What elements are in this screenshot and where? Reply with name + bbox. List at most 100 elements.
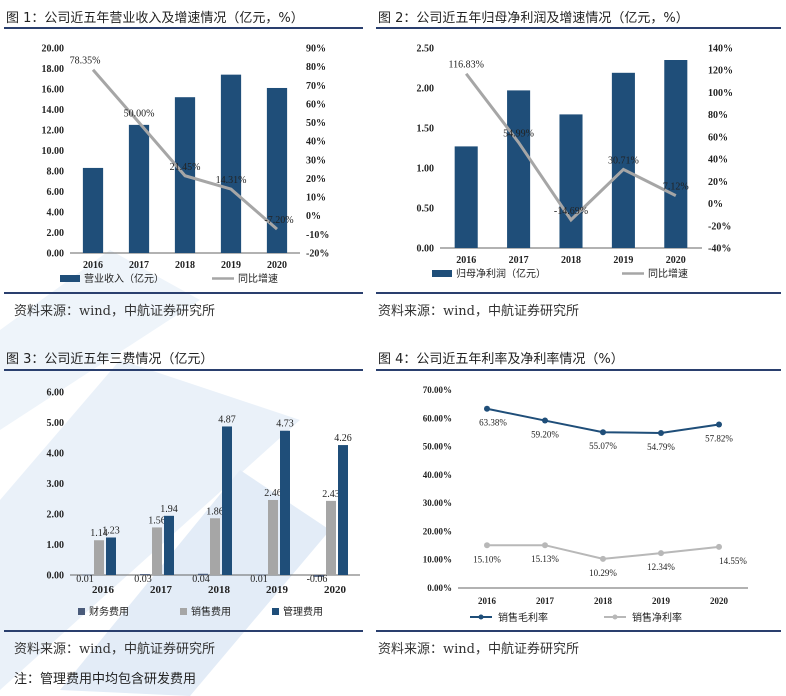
- y-left-tick-label: 14.00: [42, 105, 65, 116]
- margin-data-label: 14.55%: [719, 556, 747, 566]
- x-tick-label: 2016: [92, 584, 115, 596]
- chart-4-bottom-rule: [376, 630, 781, 632]
- margin-data-label: 59.20%: [531, 430, 559, 440]
- legend-label-bar: 归母净利润（亿元）: [456, 267, 546, 280]
- chart-1-revenue: 0.00 2.00 4.00 6.00 8.00 10.00 12.00 14.00 16.00…: [42, 44, 330, 286]
- y-tick-label: 4.00: [47, 449, 65, 460]
- legend-label-line: 同比增速: [648, 267, 688, 280]
- chart-2-bottom-rule: [376, 292, 781, 294]
- y-right-tick-label: -40%: [708, 244, 731, 255]
- y-right-tick-label: 0%: [306, 211, 321, 222]
- legend-swatch-marker: [478, 614, 484, 620]
- x-tick-label: 2018: [208, 584, 231, 596]
- expense-data-label: 0.01: [250, 574, 268, 585]
- expense-data-label: 4.26: [334, 433, 352, 444]
- expense-data-label: 1.14: [90, 528, 108, 539]
- y-left-tick-label: 8.00: [47, 167, 65, 178]
- x-tick-label: 2020: [666, 255, 686, 266]
- bar: [266, 87, 288, 253]
- x-tick-label: 2020: [324, 584, 347, 596]
- bar: [454, 146, 478, 248]
- growth-line: [91, 68, 278, 231]
- margin-point: [484, 542, 490, 549]
- y-right-tick-label: 60%: [708, 132, 728, 143]
- margin-data-label: 55.07%: [589, 441, 617, 451]
- line-data-label: -14.69%: [554, 206, 588, 217]
- y-left-tick-label: 1.50: [417, 124, 435, 135]
- y-left-tick-label: 0.00: [47, 249, 65, 260]
- chart-1-bottom-rule: [4, 292, 363, 294]
- y-right-tick-label: 120%: [708, 66, 733, 77]
- margin-point: [542, 417, 548, 424]
- chart-1-title: 图 1：公司近五年营业收入及增速情况（亿元，%）: [6, 11, 304, 26]
- bar: [611, 72, 635, 248]
- x-tick-label: 2020: [710, 596, 729, 606]
- y-tick-label: 30.00%: [423, 498, 452, 508]
- margin-data-label: 63.38%: [479, 418, 507, 428]
- line-data-label: 21.45%: [170, 162, 201, 173]
- y-tick-label: 6.00: [47, 388, 65, 399]
- y-tick-label: 1.00: [47, 540, 65, 551]
- x-tick-label: 2017: [509, 255, 529, 266]
- line-data-label: 78.35%: [70, 56, 101, 67]
- y-left-tick-label: 18.00: [42, 64, 65, 75]
- y-left-tick-label: 12.00: [42, 126, 65, 137]
- margin-data-label: 10.29%: [589, 568, 617, 578]
- y-left-tick-label: 4.00: [47, 208, 65, 219]
- x-tick-label: 2016: [83, 260, 103, 271]
- expense-data-label: 4.73: [276, 419, 294, 430]
- y-left-tick-label: 10.00: [42, 146, 65, 157]
- legend-label: 销售毛利率: [498, 611, 548, 624]
- expense-bar: [338, 445, 348, 575]
- line-data-label: 14.31%: [216, 175, 247, 186]
- margin-data-label: 12.34%: [647, 562, 675, 572]
- line-data-label: 50.00%: [124, 109, 155, 120]
- bar: [220, 74, 242, 254]
- bar: [82, 167, 104, 253]
- expense-data-label: 1.94: [160, 504, 178, 515]
- expense-data-label: 2.43: [322, 489, 340, 500]
- line-data-label: -7.20%: [264, 215, 293, 226]
- x-tick-label: 2017: [536, 596, 555, 606]
- x-tick-label: 2019: [266, 584, 289, 596]
- expense-data-label: -0.06: [307, 574, 328, 585]
- margin-point: [484, 405, 490, 412]
- legend-swatch: [78, 608, 85, 615]
- chart-4-title: 图 4：公司近五年利率及净利率情况（%）: [378, 352, 624, 367]
- chart-4-source: 资料来源：wind，中航证券研究所: [378, 642, 579, 657]
- expense-data-label: 2.46: [264, 488, 282, 499]
- expense-data-label: 0.04: [192, 574, 210, 585]
- margin-point: [658, 550, 664, 557]
- growth-line: [465, 72, 677, 223]
- y-tick-label: 3.00: [47, 479, 65, 490]
- expense-bar: [152, 527, 162, 575]
- legend-label-bar: 营业收入（亿元）: [84, 272, 164, 285]
- y-left-tick-label: 2.00: [47, 228, 65, 239]
- x-tick-label: 2018: [594, 596, 613, 606]
- y-right-tick-label: -20%: [306, 249, 329, 260]
- legend-swatch-bar: [60, 275, 80, 282]
- legend-label: 管理费用: [283, 605, 323, 618]
- margin-data-label: 57.82%: [705, 433, 733, 443]
- y-right-tick-label: 100%: [708, 88, 733, 99]
- chart-2-title: 图 2：公司近五年归母净利润及增速情况（亿元，%）: [378, 11, 689, 26]
- y-tick-label: 50.00%: [423, 442, 452, 452]
- margin-point: [716, 543, 722, 550]
- chart-3-title: 图 3：公司近五年三费情况（亿元）: [6, 352, 214, 367]
- margin-data-label: 15.13%: [531, 554, 559, 564]
- y-left-tick-label: 1.00: [417, 164, 435, 175]
- chart-4-margins: 0.00% 10.00% 20.00% 30.00% 40.00% 50.00% 60.00…: [423, 385, 748, 624]
- legend-swatch-bar: [432, 270, 452, 277]
- chart-3-bottom-rule: [4, 630, 363, 632]
- y-tick-label: 60.00%: [423, 413, 452, 423]
- margin-data-label: 54.79%: [647, 442, 675, 452]
- chart-3-expenses: 0.00 1.00 2.00 3.00 4.00 5.00 6.00 0.01 0.03 0.04…: [47, 388, 360, 618]
- y-tick-label: 5.00: [47, 418, 65, 429]
- margin-point: [600, 429, 606, 436]
- y-left-tick-label: 2.50: [417, 44, 435, 55]
- expense-bar: [314, 575, 324, 577]
- y-tick-label: 2.00: [47, 510, 65, 521]
- expense-bar: [82, 574, 92, 576]
- x-tick-label: 2019: [652, 596, 671, 606]
- y-right-tick-label: 140%: [708, 44, 733, 55]
